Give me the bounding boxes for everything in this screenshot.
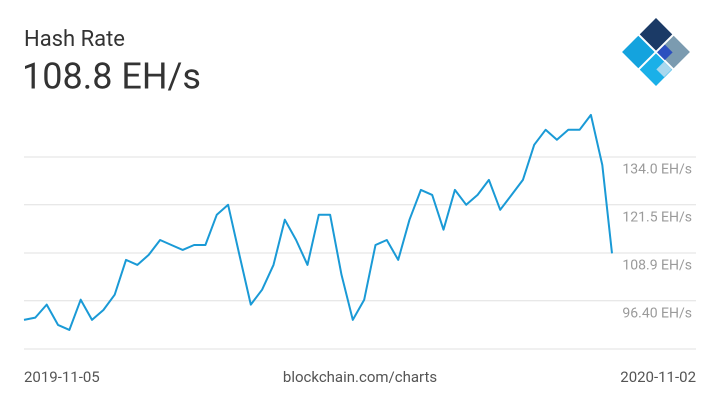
- logo: [622, 18, 690, 86]
- x-tick-label: 2020-11-02: [620, 368, 696, 386]
- chart-title: Hash Rate: [24, 27, 125, 52]
- x-tick-label: 2019-11-05: [24, 368, 100, 386]
- current-value: 108.8 EH/s: [22, 56, 201, 98]
- line-series: [23, 113, 613, 331]
- y-tick-label: 96.40 EH/s: [622, 306, 692, 322]
- y-tick-label: 134.0 EH/s: [622, 162, 692, 178]
- source: blockchain.com/charts: [283, 368, 437, 386]
- y-tick-label: 121.5 EH/s: [622, 210, 692, 226]
- y-tick-label: 108.9 EH/s: [622, 258, 692, 274]
